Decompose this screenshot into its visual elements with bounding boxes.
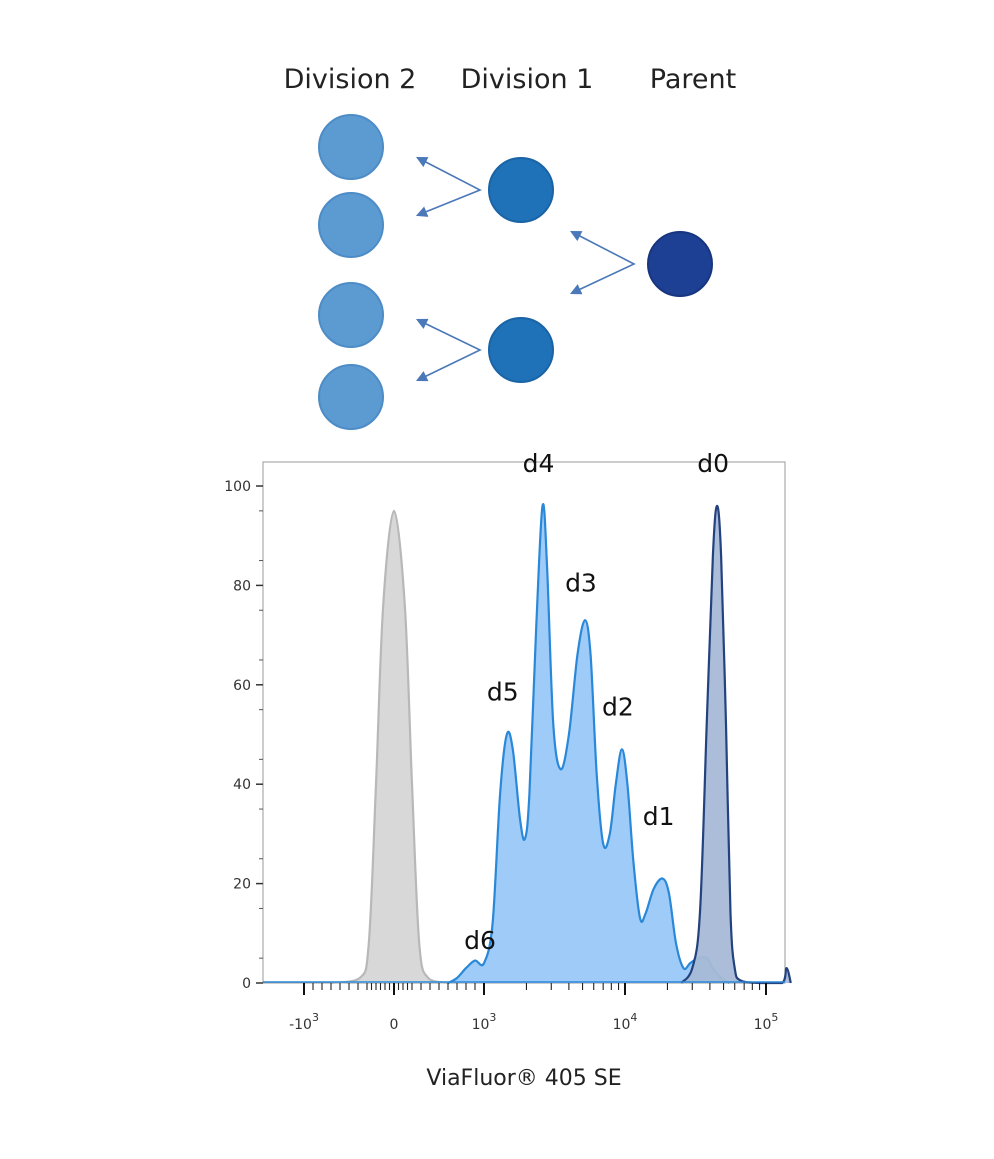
- y-tick-label: 60: [233, 678, 251, 694]
- peak-label-d5: d5: [487, 678, 519, 707]
- arrow-icon: [415, 318, 482, 382]
- generation-label-division-1: Division 1: [461, 64, 594, 95]
- proliferating-cells-histogram-line: [447, 503, 730, 984]
- division-1-cell: [488, 317, 554, 383]
- x-axis-title: ViaFluor® 405 SE: [426, 1066, 621, 1091]
- division-2-cell: [318, 364, 384, 430]
- parent-generation-histogram-area: [681, 505, 791, 983]
- parent-generation-histogram-line: [680, 504, 792, 985]
- peak-label-d2: d2: [602, 693, 634, 722]
- generation-label-parent: Parent: [650, 64, 736, 95]
- division-2-cell: [318, 114, 384, 180]
- parent-cell: [647, 231, 713, 297]
- x-tick-label: 104: [613, 1011, 638, 1033]
- y-tick-label: 100: [224, 479, 251, 495]
- y-tick-label: 80: [233, 578, 251, 594]
- division-1-cells: [488, 157, 554, 383]
- unstained-control-histogram-area: [331, 510, 448, 983]
- peak-label-d0: d0: [697, 449, 729, 478]
- axis-layer: 0 20 40 60 80 100 -103 0 103 104 105: [224, 479, 778, 1033]
- peak-label-d4: d4: [523, 449, 555, 478]
- x-tick-label: 105: [754, 1011, 779, 1033]
- division-1-cell: [488, 157, 554, 223]
- y-tick-label: 0: [242, 976, 251, 992]
- parent-cells: [647, 231, 713, 297]
- y-tick-label: 20: [233, 877, 251, 893]
- proliferating-cells-histogram-area: [448, 504, 730, 983]
- arrow-icon: [415, 156, 482, 217]
- y-tick-label: 40: [233, 777, 251, 793]
- division-2-cell: [318, 282, 384, 348]
- division-2-cell: [318, 192, 384, 258]
- division-2-cells: [318, 114, 384, 430]
- division-arrows: [415, 156, 636, 382]
- peak-label-d3: d3: [565, 568, 597, 597]
- peak-label-layer: d6 d5 d4 d3 d2 d1 d0: [464, 449, 729, 955]
- peak-label-d6: d6: [464, 926, 496, 955]
- unstained-control-histogram-line: [330, 509, 449, 985]
- x-tick-label: 103: [472, 1011, 497, 1033]
- x-tick-label: -103: [289, 1011, 319, 1033]
- division-diagram: Division 2 Division 1 Parent: [284, 64, 736, 430]
- x-tick-label: 0: [390, 1017, 399, 1033]
- peak-label-d1: d1: [643, 802, 675, 831]
- arrow-icon: [569, 230, 636, 295]
- generation-label-division-2: Division 2: [284, 64, 417, 95]
- series-layer: [263, 503, 792, 985]
